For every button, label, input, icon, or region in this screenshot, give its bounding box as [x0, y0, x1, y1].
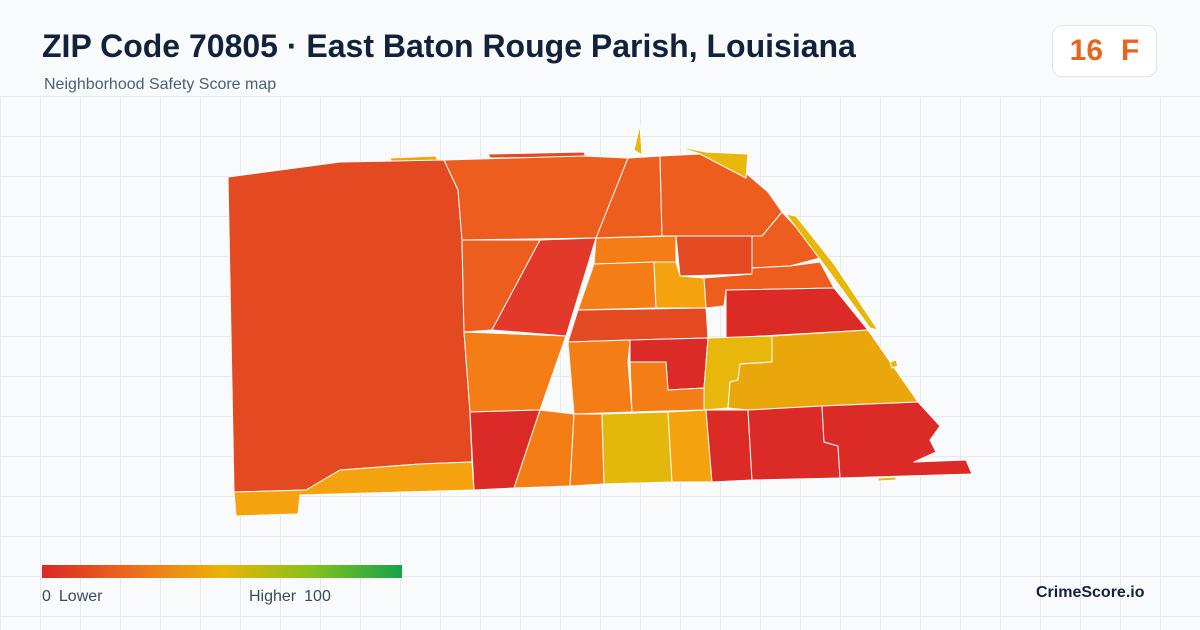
map-region[interactable]	[567, 307, 709, 343]
map-region[interactable]	[633, 124, 643, 156]
map-region[interactable]	[877, 476, 897, 482]
map-region[interactable]	[567, 339, 633, 415]
map-region[interactable]	[821, 401, 973, 479]
page-title: ZIP Code 70805 · East Baton Rouge Parish…	[42, 28, 856, 64]
map-region[interactable]	[593, 235, 677, 265]
map-region[interactable]	[705, 409, 753, 483]
map-region[interactable]	[667, 409, 713, 483]
map-region[interactable]	[569, 413, 605, 487]
map-region[interactable]	[227, 159, 473, 493]
legend-max: Higher 100	[249, 588, 331, 606]
map-region[interactable]	[675, 235, 753, 277]
legend-min: 0 Lower	[42, 588, 102, 606]
legend-min-label: Lower	[58, 588, 103, 605]
legend-max-value: 100	[304, 588, 331, 605]
map-region[interactable]	[659, 153, 783, 237]
map-region[interactable]	[675, 145, 749, 179]
score-grade: F	[1121, 34, 1140, 67]
map-region[interactable]	[601, 411, 673, 485]
page-subtitle: Neighborhood Safety Score map	[44, 76, 277, 93]
legend-min-value: 0	[42, 588, 51, 605]
map-region[interactable]	[785, 213, 879, 331]
brand-logo: CrimeScore.io	[1036, 584, 1145, 601]
legend-color-scale	[42, 565, 402, 578]
map-region[interactable]	[889, 359, 899, 369]
legend-max-label: Higher	[249, 588, 297, 605]
safety-score-badge: 16 F	[1052, 25, 1157, 77]
map-region[interactable]	[577, 261, 657, 311]
map-region[interactable]	[727, 329, 919, 411]
map-region[interactable]	[463, 331, 567, 413]
score-value: 16	[1069, 34, 1104, 67]
map-region[interactable]	[703, 261, 835, 309]
